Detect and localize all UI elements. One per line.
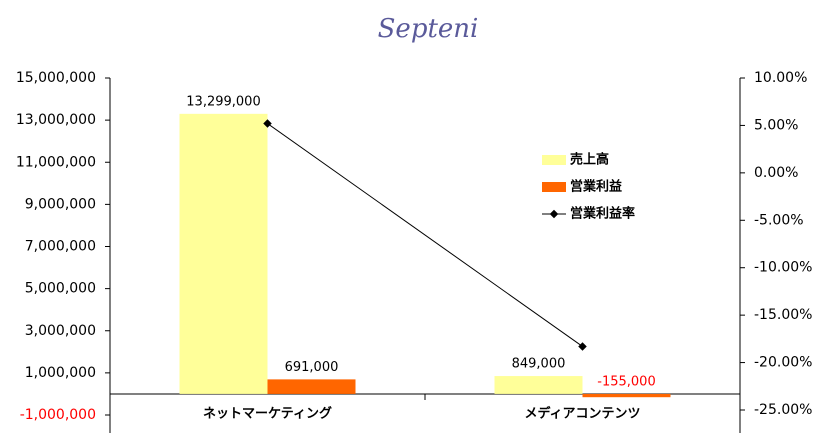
value-label: 691,000 bbox=[285, 360, 339, 375]
legend-label: 営業利益率 bbox=[570, 206, 635, 222]
value-label: 849,000 bbox=[512, 357, 566, 372]
legend-label: 営業利益 bbox=[570, 179, 622, 195]
y-tick-label: 5,000,000 bbox=[25, 281, 96, 297]
bar bbox=[267, 379, 356, 394]
legend-label: 売上高 bbox=[570, 152, 609, 168]
line bbox=[267, 123, 583, 347]
legend-swatch bbox=[549, 209, 559, 219]
legend-swatch bbox=[542, 155, 566, 165]
y2-tick-label: -10.00% bbox=[754, 260, 812, 276]
y2-tick-label: -5.00% bbox=[754, 212, 804, 228]
bar bbox=[494, 376, 583, 394]
line-marker bbox=[578, 342, 587, 351]
y2-tick-label: -15.00% bbox=[754, 307, 812, 323]
y2-tick-label: 5.00% bbox=[754, 117, 798, 133]
value-label: -155,000 bbox=[597, 374, 655, 389]
y-tick-label: 9,000,000 bbox=[25, 196, 96, 212]
y-tick-label: 7,000,000 bbox=[25, 239, 96, 255]
y-tick-label: 13,000,000 bbox=[16, 112, 96, 128]
y2-tick-label: 10.00% bbox=[754, 70, 807, 86]
y2-tick-label: -20.00% bbox=[754, 355, 812, 371]
bar bbox=[179, 113, 268, 394]
line-marker bbox=[263, 119, 272, 128]
bar bbox=[582, 393, 671, 398]
legend-swatch bbox=[542, 182, 566, 192]
y2-tick-label: -25.00% bbox=[754, 402, 812, 418]
value-label: 13,299,000 bbox=[186, 94, 260, 109]
y-tick-label: 15,000,000 bbox=[16, 70, 96, 86]
y-tick-label: 3,000,000 bbox=[25, 323, 96, 339]
y2-tick-label: 0.00% bbox=[754, 165, 798, 181]
x-tick-label: メディアコンテンツ bbox=[524, 405, 640, 421]
y-tick-label: -1,000,000 bbox=[20, 407, 96, 423]
logo: Septeni bbox=[378, 14, 479, 44]
x-tick-label: ネットマーケティング bbox=[203, 405, 332, 421]
y-tick-label: 1,000,000 bbox=[25, 365, 96, 381]
y-tick-label: 11,000,000 bbox=[16, 154, 96, 170]
